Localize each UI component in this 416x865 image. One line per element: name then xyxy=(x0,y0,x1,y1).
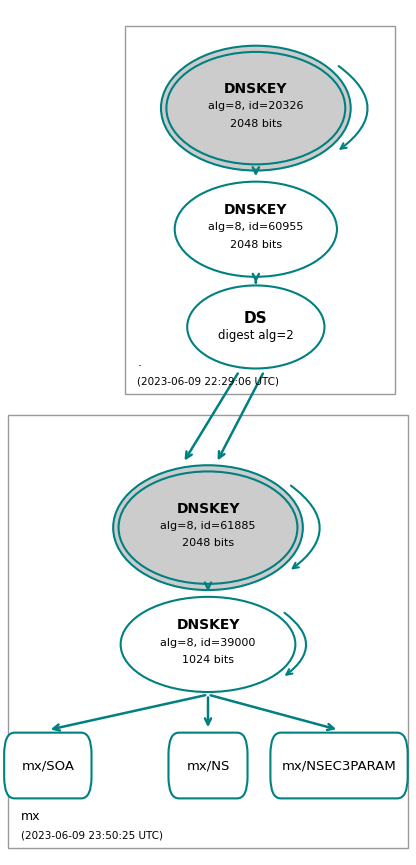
Text: mx: mx xyxy=(21,811,40,823)
Ellipse shape xyxy=(175,182,337,277)
Text: DNSKEY: DNSKEY xyxy=(224,203,287,217)
Ellipse shape xyxy=(166,52,345,164)
Text: (2023-06-09 22:29:06 UTC): (2023-06-09 22:29:06 UTC) xyxy=(137,376,279,387)
Text: DNSKEY: DNSKEY xyxy=(176,502,240,516)
Ellipse shape xyxy=(121,597,295,692)
Ellipse shape xyxy=(119,471,297,584)
Ellipse shape xyxy=(161,46,351,170)
Text: .: . xyxy=(137,356,141,369)
Text: alg=8, id=61885: alg=8, id=61885 xyxy=(160,521,256,531)
Ellipse shape xyxy=(113,465,303,590)
Text: 2048 bits: 2048 bits xyxy=(230,240,282,250)
FancyArrowPatch shape xyxy=(285,612,306,675)
Text: digest alg=2: digest alg=2 xyxy=(218,329,294,343)
FancyBboxPatch shape xyxy=(168,733,248,798)
Text: 2048 bits: 2048 bits xyxy=(182,538,234,548)
Ellipse shape xyxy=(187,285,324,368)
Text: DNSKEY: DNSKEY xyxy=(176,618,240,632)
Text: DNSKEY: DNSKEY xyxy=(224,82,287,96)
Text: alg=8, id=60955: alg=8, id=60955 xyxy=(208,222,304,233)
FancyBboxPatch shape xyxy=(8,415,408,848)
Text: mx/NS: mx/NS xyxy=(186,759,230,772)
FancyBboxPatch shape xyxy=(125,26,395,394)
Text: 1024 bits: 1024 bits xyxy=(182,655,234,665)
FancyArrowPatch shape xyxy=(339,66,367,149)
Text: alg=8, id=20326: alg=8, id=20326 xyxy=(208,101,304,112)
Text: 2048 bits: 2048 bits xyxy=(230,119,282,129)
Text: DS: DS xyxy=(244,311,267,326)
FancyBboxPatch shape xyxy=(4,733,92,798)
Text: mx/SOA: mx/SOA xyxy=(21,759,74,772)
Text: (2023-06-09 23:50:25 UTC): (2023-06-09 23:50:25 UTC) xyxy=(21,830,163,841)
Text: alg=8, id=39000: alg=8, id=39000 xyxy=(160,638,256,648)
FancyArrowPatch shape xyxy=(291,485,319,568)
Text: mx/NSEC3PARAM: mx/NSEC3PARAM xyxy=(282,759,396,772)
FancyBboxPatch shape xyxy=(270,733,408,798)
